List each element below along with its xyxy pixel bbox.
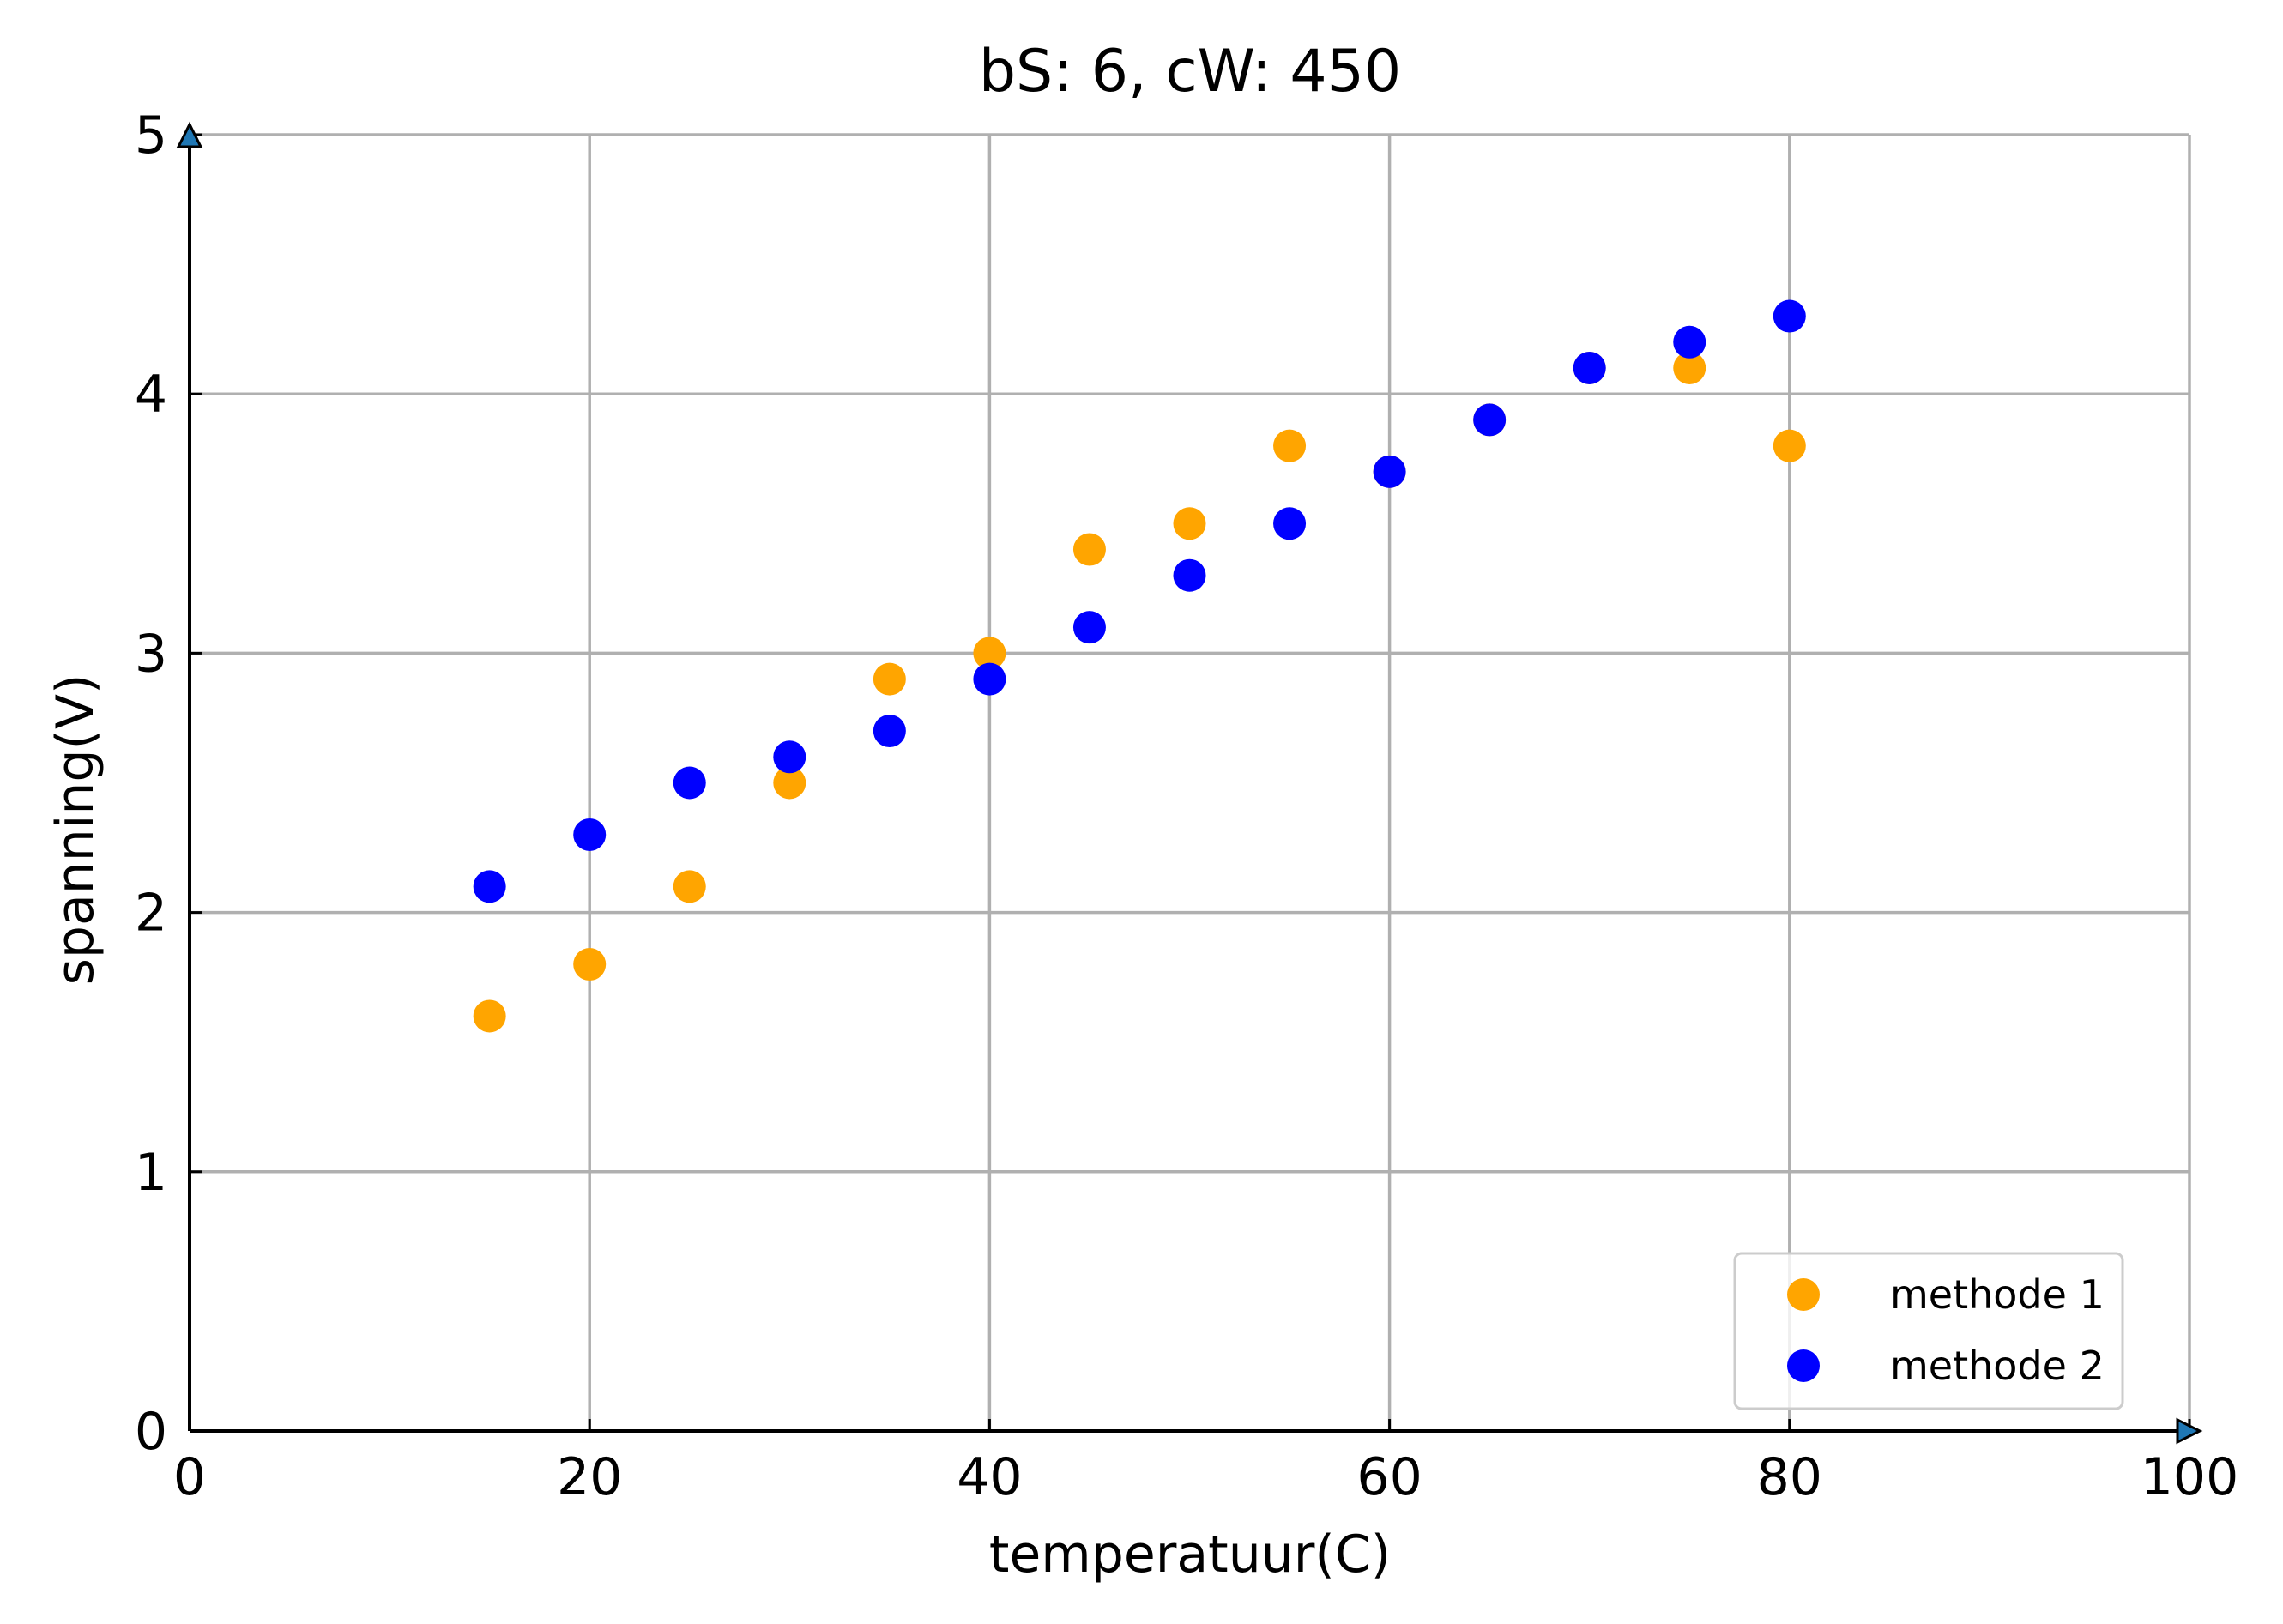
series-2-points bbox=[473, 299, 1806, 903]
y-tick-label: 1 bbox=[135, 1143, 167, 1203]
legend-label-methode-2: methode 2 bbox=[1890, 1343, 2105, 1389]
data-point bbox=[1673, 325, 1706, 359]
x-tick-label: 80 bbox=[1757, 1447, 1822, 1507]
legend-box bbox=[1733, 1252, 2124, 1410]
data-point bbox=[1072, 611, 1106, 644]
data-point bbox=[1072, 533, 1106, 566]
data-point bbox=[473, 870, 506, 903]
y-axis-label: spanning(V) bbox=[45, 674, 106, 986]
data-points bbox=[473, 299, 1806, 1033]
y-tick-label: 5 bbox=[135, 106, 167, 166]
y-tick-label: 0 bbox=[135, 1402, 167, 1462]
x-axis-arrow bbox=[2176, 1417, 2203, 1445]
data-point bbox=[873, 715, 906, 748]
data-point bbox=[773, 740, 806, 774]
data-point bbox=[1473, 403, 1507, 437]
data-point bbox=[1273, 429, 1307, 462]
legend: methode 1 methode 2 bbox=[1733, 1252, 2124, 1410]
data-point bbox=[973, 637, 1006, 670]
data-point bbox=[1173, 507, 1206, 540]
data-point bbox=[1273, 507, 1307, 540]
chart-title: bS: 6, cW: 450 bbox=[979, 38, 1401, 106]
x-tick-label: 60 bbox=[1356, 1447, 1422, 1507]
y-tick-label: 3 bbox=[135, 624, 167, 684]
data-point bbox=[473, 999, 506, 1033]
data-point bbox=[973, 662, 1006, 696]
data-point bbox=[573, 948, 607, 981]
axis-ticks: 0 20 40 60 80 100 0 1 2 3 4 5 bbox=[135, 106, 2238, 1507]
x-tick-label: 40 bbox=[957, 1447, 1022, 1507]
data-point bbox=[1773, 299, 1806, 333]
x-axis-label: temperatuur(C) bbox=[989, 1524, 1391, 1585]
data-point bbox=[673, 870, 706, 903]
x-tick-label: 20 bbox=[557, 1447, 622, 1507]
data-point bbox=[1173, 558, 1206, 592]
data-point bbox=[1573, 351, 1606, 384]
data-point bbox=[673, 766, 706, 800]
plot-frame bbox=[190, 133, 2191, 1431]
data-point bbox=[773, 766, 806, 800]
grid-lines bbox=[188, 133, 2191, 1433]
y-tick-label: 4 bbox=[135, 365, 167, 425]
y-axis-arrow bbox=[176, 121, 203, 148]
data-point bbox=[1673, 351, 1706, 384]
axes bbox=[176, 121, 2203, 1445]
series-1-points bbox=[473, 351, 1806, 1033]
data-point bbox=[1373, 455, 1406, 488]
legend-marker-methode-1 bbox=[1787, 1278, 1820, 1311]
data-point bbox=[1773, 429, 1806, 462]
data-point bbox=[573, 818, 607, 851]
legend-label-methode-1: methode 1 bbox=[1890, 1271, 2105, 1318]
y-tick-label: 2 bbox=[135, 884, 167, 944]
legend-marker-methode-2 bbox=[1787, 1349, 1820, 1382]
data-point bbox=[873, 662, 906, 696]
x-tick-label: 0 bbox=[173, 1447, 206, 1507]
x-tick-label: 100 bbox=[2141, 1447, 2239, 1507]
